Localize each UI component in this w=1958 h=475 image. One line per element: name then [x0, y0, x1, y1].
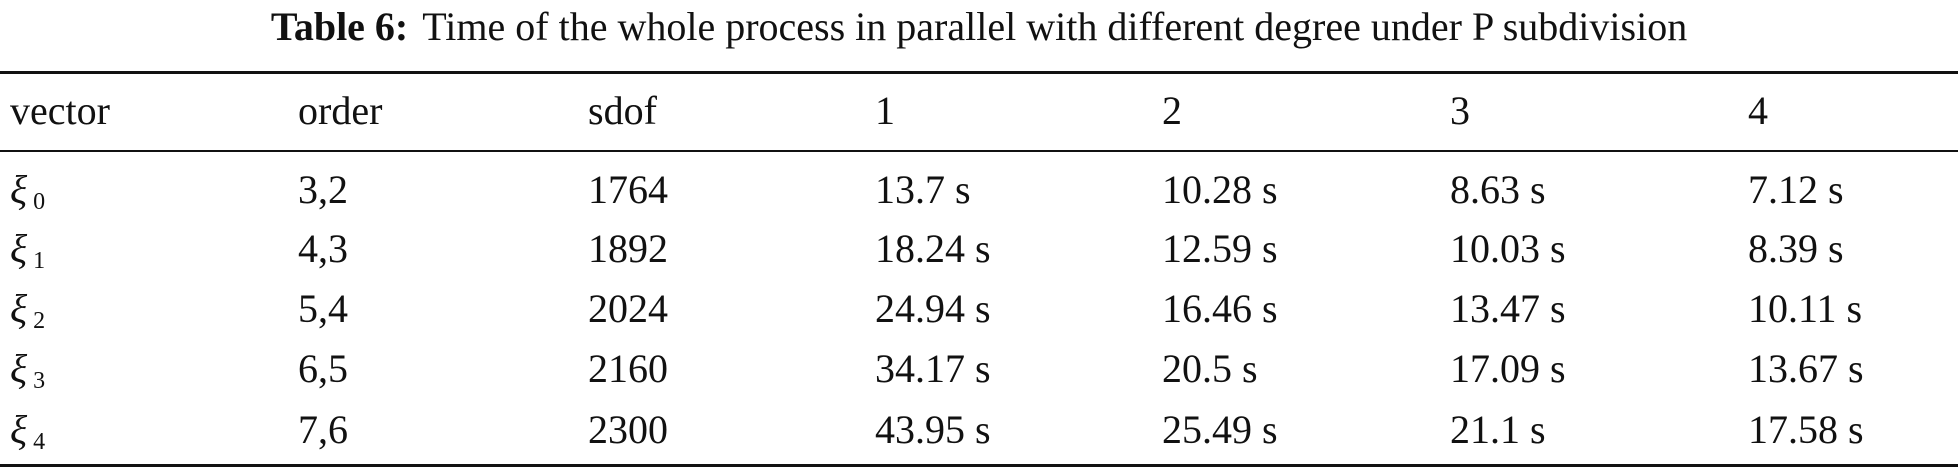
data-cell: 7,6: [298, 407, 348, 452]
vector-subscript: 3: [33, 368, 46, 394]
bottom-rule: [0, 464, 1958, 467]
data-cell: 10.03 s: [1450, 226, 1566, 271]
data-cell: 17.58 s: [1748, 407, 1864, 452]
data-cell: 8.39 s: [1748, 226, 1844, 271]
data-cell: 13.47 s: [1450, 286, 1566, 331]
header-rule: [0, 150, 1958, 152]
data-cell: 34.17 s: [875, 346, 991, 391]
data-cell: 17.09 s: [1450, 346, 1566, 391]
data-cell: 13.67 s: [1748, 346, 1864, 391]
data-cell: 6,5: [298, 346, 348, 391]
data-cell: 24.94 s: [875, 286, 991, 331]
caption-label: Table 6:: [270, 4, 409, 49]
data-cell: 5,4: [298, 286, 348, 331]
header-cell: order: [298, 88, 383, 133]
data-cell: 2024: [588, 286, 668, 331]
data-cell: 2160: [588, 346, 668, 391]
data-cell: 16.46 s: [1162, 286, 1278, 331]
data-cell: 12.59 s: [1162, 226, 1278, 271]
header-cell: 4: [1748, 88, 1768, 133]
data-cell: 13.7 s: [875, 167, 971, 212]
table-caption: Table 6: Time of the whole process in par…: [0, 4, 1958, 50]
data-cell: 10.11 s: [1748, 286, 1863, 331]
data-cell: 10.28 s: [1162, 167, 1278, 212]
top-rule: [0, 71, 1958, 74]
vector-subscript: 4: [33, 429, 46, 455]
header-cell: vector: [10, 88, 110, 133]
vector-symbol: ξ: [10, 407, 28, 452]
vector-symbol: ξ: [10, 226, 28, 271]
data-cell: 8.63 s: [1450, 167, 1546, 212]
data-cell: 2300: [588, 407, 668, 452]
vector-subscript: 1: [33, 248, 46, 274]
header-cell: sdof: [588, 88, 657, 133]
data-cell: 1892: [588, 226, 668, 271]
vector-subscript: 2: [33, 308, 46, 334]
vector-subscript: 0: [33, 189, 46, 215]
data-cell: 4,3: [298, 226, 348, 271]
vector-symbol: ξ: [10, 346, 28, 391]
data-cell: 18.24 s: [875, 226, 991, 271]
data-cell: 25.49 s: [1162, 407, 1278, 452]
header-cell: 2: [1162, 88, 1182, 133]
data-cell: 3,2: [298, 167, 348, 212]
header-cell: 3: [1450, 88, 1470, 133]
data-cell: 43.95 s: [875, 407, 991, 452]
vector-symbol: ξ: [10, 167, 28, 212]
header-cell: 1: [875, 88, 895, 133]
data-cell: 7.12 s: [1748, 167, 1844, 212]
data-cell: 21.1 s: [1450, 407, 1546, 452]
data-cell: 1764: [588, 167, 668, 212]
data-cell: 20.5 s: [1162, 346, 1258, 391]
caption-text: Time of the whole process in parallel wi…: [422, 4, 1688, 49]
vector-symbol: ξ: [10, 286, 28, 331]
